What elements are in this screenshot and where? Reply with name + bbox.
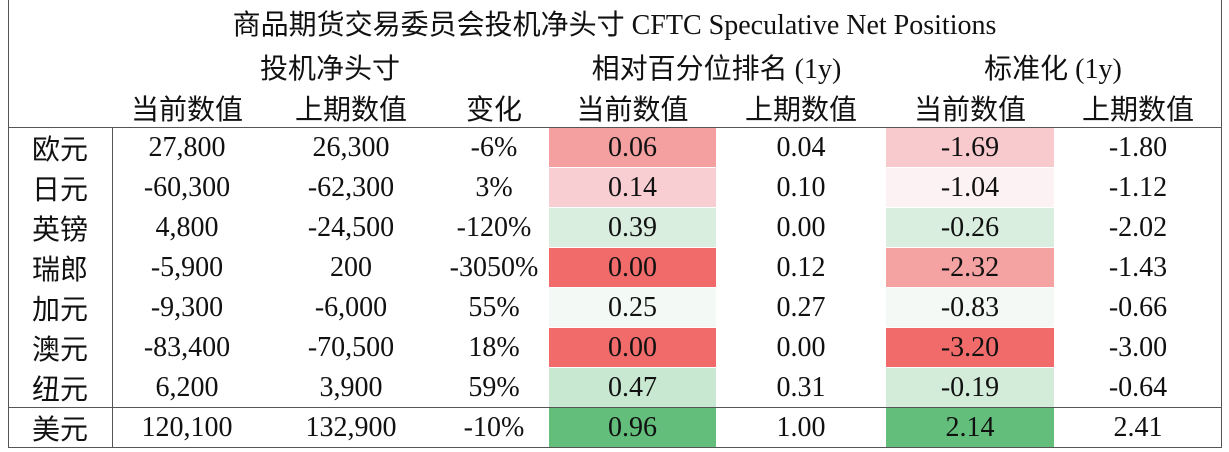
cell: -3.20 <box>886 328 1054 367</box>
cell: -0.26 <box>886 208 1054 247</box>
column-header: 上期数值 <box>1081 94 1194 126</box>
cell: 3% <box>475 171 513 203</box>
row-label: 加元 <box>31 294 88 326</box>
cell: -1.43 <box>1108 251 1168 283</box>
cell: 6,200 <box>155 371 219 403</box>
cell: 0.00 <box>549 328 716 367</box>
cell: -62,300 <box>307 171 395 203</box>
cell: 0.00 <box>549 248 716 287</box>
cell: -0.66 <box>1108 291 1168 323</box>
cell: -5,900 <box>150 251 224 283</box>
cell: -70,500 <box>307 331 395 363</box>
row-label: 欧元 <box>31 134 88 166</box>
cell: -10% <box>463 411 525 443</box>
column-header: 变化 <box>465 94 522 126</box>
cell: -1.69 <box>886 128 1054 167</box>
cell: 2.14 <box>886 408 1054 447</box>
cell: 120,100 <box>141 411 233 443</box>
label-divider <box>112 127 113 448</box>
cell: 0.39 <box>549 208 716 247</box>
group-header: 相对百分位排名 (1y) <box>591 53 842 85</box>
cell: -60,300 <box>143 171 231 203</box>
cell: -0.64 <box>1108 371 1168 403</box>
cell: 0.00 <box>776 331 826 363</box>
row-label: 纽元 <box>31 374 88 406</box>
cell: 18% <box>468 331 520 363</box>
group-header: 标准化 (1y) <box>984 53 1122 85</box>
row-label: 澳元 <box>31 334 88 366</box>
cell: 4,800 <box>155 211 219 243</box>
column-header: 当前数值 <box>130 94 243 126</box>
cell: 55% <box>468 291 520 323</box>
header-rule <box>8 127 1222 128</box>
row-label: 日元 <box>31 174 88 206</box>
border-left <box>8 0 9 448</box>
cell: 0.96 <box>549 408 716 447</box>
cell: 0.06 <box>549 128 716 167</box>
cell: -2.32 <box>886 248 1054 287</box>
cell: 0.12 <box>776 251 826 283</box>
cell: 0.14 <box>549 168 716 207</box>
cell: -0.83 <box>886 288 1054 327</box>
cell: -0.19 <box>886 368 1054 407</box>
cell: -120% <box>456 211 532 243</box>
cell: -3.00 <box>1108 331 1168 363</box>
cell: 132,900 <box>305 411 397 443</box>
column-header: 当前数值 <box>913 94 1026 126</box>
title: 商品期货交易委员会投机净头寸 CFTC Speculative Net Posi… <box>232 9 997 41</box>
row-label: 瑞郎 <box>31 254 88 286</box>
cell: 0.31 <box>776 371 826 403</box>
cell: -24,500 <box>307 211 395 243</box>
cell: -1.12 <box>1108 171 1168 203</box>
cell: 200 <box>330 251 372 283</box>
cell: 0.47 <box>549 368 716 407</box>
cell: -3050% <box>449 251 539 283</box>
cell: -6,000 <box>314 291 388 323</box>
bottom-rule <box>8 447 1222 448</box>
cell: -2.02 <box>1108 211 1168 243</box>
cell: -1.04 <box>886 168 1054 207</box>
cell: -6% <box>470 131 518 163</box>
cell: 59% <box>468 371 520 403</box>
row-label: 美元 <box>31 414 88 446</box>
border-right <box>1221 0 1222 448</box>
cell: -1.80 <box>1108 131 1168 163</box>
column-header: 上期数值 <box>294 94 407 126</box>
cell: 27,800 <box>148 131 226 163</box>
cell: 26,300 <box>312 131 390 163</box>
cell: 1.00 <box>776 411 826 443</box>
group-header: 投机净头寸 <box>259 53 400 85</box>
row-label: 英镑 <box>31 214 88 246</box>
cell: 0.27 <box>776 291 826 323</box>
cell: 0.04 <box>776 131 826 163</box>
cell: 0.10 <box>776 171 826 203</box>
column-header: 上期数值 <box>744 94 857 126</box>
cell: 0.25 <box>549 288 716 327</box>
cell: 0.00 <box>776 211 826 243</box>
cell: 3,900 <box>319 371 383 403</box>
cell: -83,400 <box>143 331 231 363</box>
cell: 2.41 <box>1113 411 1163 443</box>
column-header: 当前数值 <box>576 94 689 126</box>
summary-rule <box>8 407 1222 408</box>
cell: -9,300 <box>150 291 224 323</box>
